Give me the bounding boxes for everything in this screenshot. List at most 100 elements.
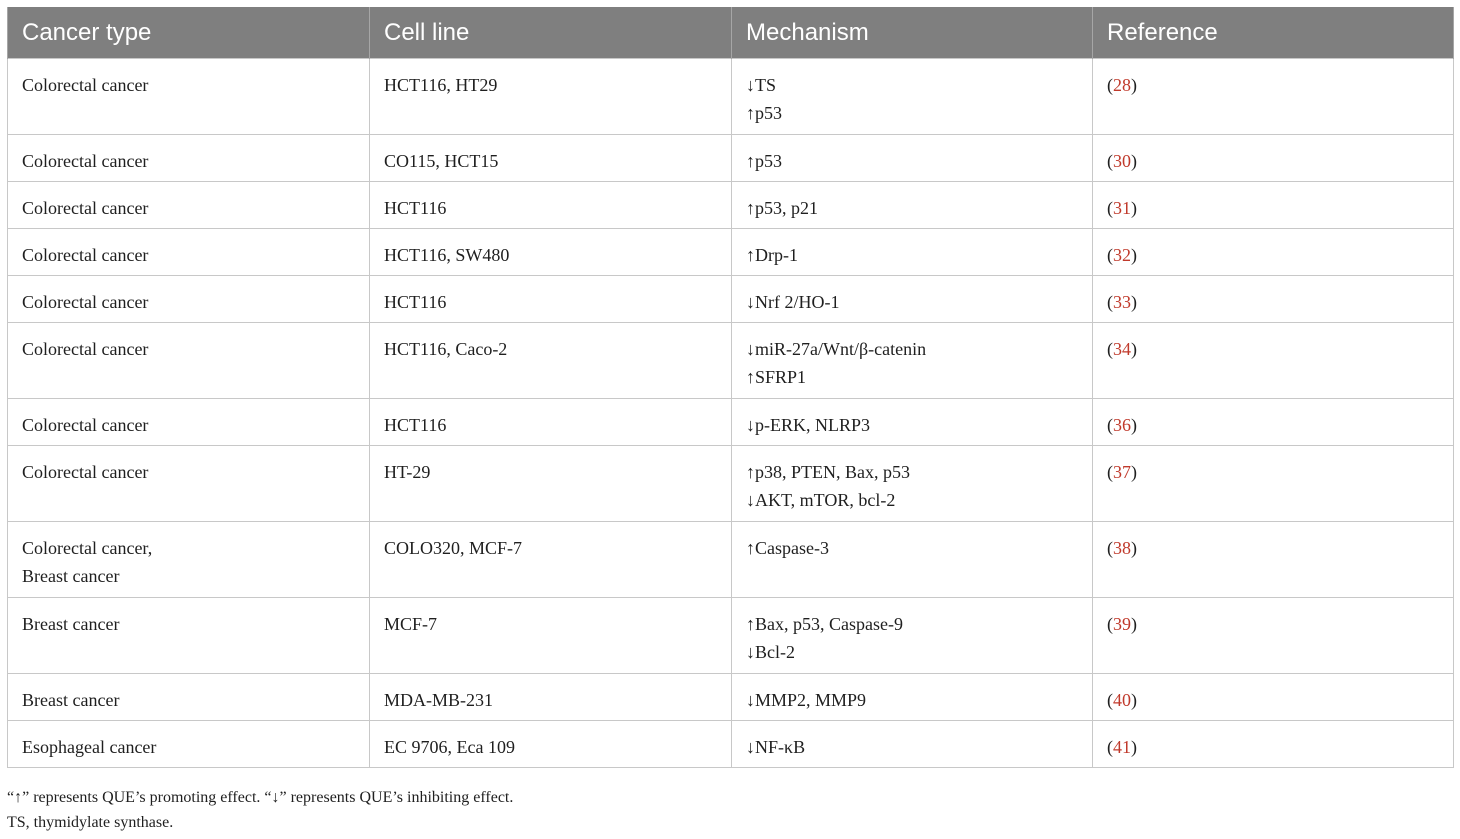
cell-reference: (41) xyxy=(1092,720,1454,768)
cell-line-text: MDA-MB-231 xyxy=(384,690,494,710)
cell-cell-line: CO115, HCT15 xyxy=(369,134,732,182)
cell-reference: (28) xyxy=(1092,58,1454,135)
reference-link[interactable]: 36 xyxy=(1113,415,1131,435)
reference-link[interactable]: 37 xyxy=(1113,462,1131,482)
table-row: Esophageal cancer EC 9706, Eca 109 ↓NF-κB (… xyxy=(7,720,1454,768)
table-row: Colorectal cancer HCT116 ↑p53, p21 (31) xyxy=(7,181,1454,229)
cell-mechanism: ↑Drp-1 xyxy=(731,228,1093,276)
reference-link[interactable]: 30 xyxy=(1113,151,1131,171)
reference-link[interactable]: 34 xyxy=(1113,339,1131,359)
mechanism-text: ↓MMP2, MMP9 xyxy=(746,690,867,710)
reference-open-paren: ( xyxy=(1107,737,1113,757)
cell-reference: (40) xyxy=(1092,673,1454,721)
reference-close-paren: ) xyxy=(1131,690,1137,710)
reference-close-paren: ) xyxy=(1131,245,1137,265)
footnote-arrows: “↑” represents QUE’s promoting effect. “… xyxy=(7,789,514,806)
reference-close-paren: ) xyxy=(1131,292,1137,312)
reference-open-paren: ( xyxy=(1107,198,1113,218)
reference-open-paren: ( xyxy=(1107,415,1113,435)
table-row: Colorectal cancer HCT116, SW480 ↑Drp-1 (32) xyxy=(7,228,1454,276)
cell-line-text: HT-29 xyxy=(384,462,431,482)
cell-mechanism: ↑p38, PTEN, Bax, p53 ↓AKT, mTOR, bcl-2 xyxy=(731,445,1093,522)
cell-cell-line: MCF-7 xyxy=(369,597,732,674)
header-cell-line: Cell line xyxy=(369,7,732,59)
reference-close-paren: ) xyxy=(1131,737,1137,757)
mechanism-text: ↓Bcl-2 xyxy=(746,642,795,662)
reference-link[interactable]: 28 xyxy=(1113,75,1131,95)
cell-cell-line: HCT116, SW480 xyxy=(369,228,732,276)
cell-cancer-type: Breast cancer xyxy=(7,597,370,674)
table-container: Cancer type Cell line Mechanism Referenc… xyxy=(7,7,1454,768)
cell-reference: (32) xyxy=(1092,228,1454,276)
table-row: Colorectal cancer HCT116 ↓p-ERK, NLRP3 (36) xyxy=(7,398,1454,446)
cell-mechanism: ↑p53 xyxy=(731,134,1093,182)
cell-cancer-type: Colorectal cancer xyxy=(7,134,370,182)
cell-reference: (30) xyxy=(1092,134,1454,182)
cell-cancer-type: Breast cancer xyxy=(7,673,370,721)
mechanism-text: ↓TS xyxy=(746,75,777,95)
reference-link[interactable]: 38 xyxy=(1113,538,1131,558)
table-footnotes: “↑” represents QUE’s promoting effect. “… xyxy=(7,785,513,835)
cancer-type-text: Colorectal cancer xyxy=(22,292,149,312)
mechanism-text: ↑p53, p21 xyxy=(746,198,818,218)
cell-reference: (36) xyxy=(1092,398,1454,446)
table-row: Colorectal cancer CO115, HCT15 ↑p53 (30) xyxy=(7,134,1454,182)
reference-link[interactable]: 41 xyxy=(1113,737,1131,757)
mechanism-text: ↑p53 xyxy=(746,103,782,123)
cancer-type-text: Colorectal cancer, xyxy=(22,538,153,558)
cell-reference: (31) xyxy=(1092,181,1454,229)
table-header: Cancer type Cell line Mechanism Referenc… xyxy=(7,7,1454,59)
reference-link[interactable]: 39 xyxy=(1113,614,1131,634)
cell-mechanism: ↓Nrf 2/HO-1 xyxy=(731,275,1093,323)
cell-cancer-type: Colorectal cancer xyxy=(7,228,370,276)
header-row: Cancer type Cell line Mechanism Referenc… xyxy=(7,7,1454,59)
data-table: Cancer type Cell line Mechanism Referenc… xyxy=(7,7,1454,768)
cell-reference: (37) xyxy=(1092,445,1454,522)
cell-line-text: HCT116 xyxy=(384,415,447,435)
cell-line-text: HCT116, Caco-2 xyxy=(384,339,508,359)
reference-link[interactable]: 31 xyxy=(1113,198,1131,218)
cell-cell-line: HCT116, HT29 xyxy=(369,58,732,135)
cancer-type-text: Esophageal cancer xyxy=(22,737,157,757)
cell-cell-line: HCT116 xyxy=(369,398,732,446)
cancer-type-text: Colorectal cancer xyxy=(22,245,149,265)
cell-mechanism: ↑Bax, p53, Caspase-9 ↓Bcl-2 xyxy=(731,597,1093,674)
reference-link[interactable]: 40 xyxy=(1113,690,1131,710)
cell-cell-line: EC 9706, Eca 109 xyxy=(369,720,732,768)
mechanism-text: ↓p-ERK, NLRP3 xyxy=(746,415,871,435)
table-row: Colorectal cancer HCT116, HT29 ↓TS ↑p53 (28) xyxy=(7,58,1454,135)
reference-open-paren: ( xyxy=(1107,690,1113,710)
table-row: Colorectal cancer HT-29 ↑p38, PTEN, Bax, p… xyxy=(7,445,1454,522)
cell-line-text: HCT116, SW480 xyxy=(384,245,510,265)
reference-link[interactable]: 33 xyxy=(1113,292,1131,312)
cancer-type-text: Colorectal cancer xyxy=(22,198,149,218)
cell-cancer-type: Colorectal cancer xyxy=(7,275,370,323)
cell-mechanism: ↑Caspase-3 xyxy=(731,521,1093,598)
table-row: Colorectal cancer HCT116 ↓Nrf 2/HO-1 (33) xyxy=(7,275,1454,323)
cell-cell-line: HCT116 xyxy=(369,275,732,323)
table-row: Colorectal cancer HCT116, Caco-2 ↓miR-27a/… xyxy=(7,322,1454,399)
cell-cancer-type: Esophageal cancer xyxy=(7,720,370,768)
reference-open-paren: ( xyxy=(1107,614,1113,634)
reference-link[interactable]: 32 xyxy=(1113,245,1131,265)
reference-open-paren: ( xyxy=(1107,75,1113,95)
header-cancer-type: Cancer type xyxy=(7,7,370,59)
cancer-type-text: Colorectal cancer xyxy=(22,151,149,171)
cell-reference: (38) xyxy=(1092,521,1454,598)
reference-open-paren: ( xyxy=(1107,339,1113,359)
header-reference: Reference xyxy=(1092,7,1454,59)
cell-cell-line: HCT116, Caco-2 xyxy=(369,322,732,399)
cancer-type-text: Colorectal cancer xyxy=(22,339,149,359)
reference-close-paren: ) xyxy=(1131,198,1137,218)
footnote-ts: TS, thymidylate synthase. xyxy=(7,814,174,831)
cell-mechanism: ↑p53, p21 xyxy=(731,181,1093,229)
cell-reference: (33) xyxy=(1092,275,1454,323)
cell-cancer-type: Colorectal cancer, Breast cancer xyxy=(7,521,370,598)
cell-cancer-type: Colorectal cancer xyxy=(7,181,370,229)
mechanism-text: ↑Drp-1 xyxy=(746,245,798,265)
header-mechanism: Mechanism xyxy=(731,7,1093,59)
cell-cell-line: MDA-MB-231 xyxy=(369,673,732,721)
reference-open-paren: ( xyxy=(1107,462,1113,482)
cancer-type-text: Breast cancer xyxy=(22,690,120,710)
cancer-type-text: Colorectal cancer xyxy=(22,415,149,435)
